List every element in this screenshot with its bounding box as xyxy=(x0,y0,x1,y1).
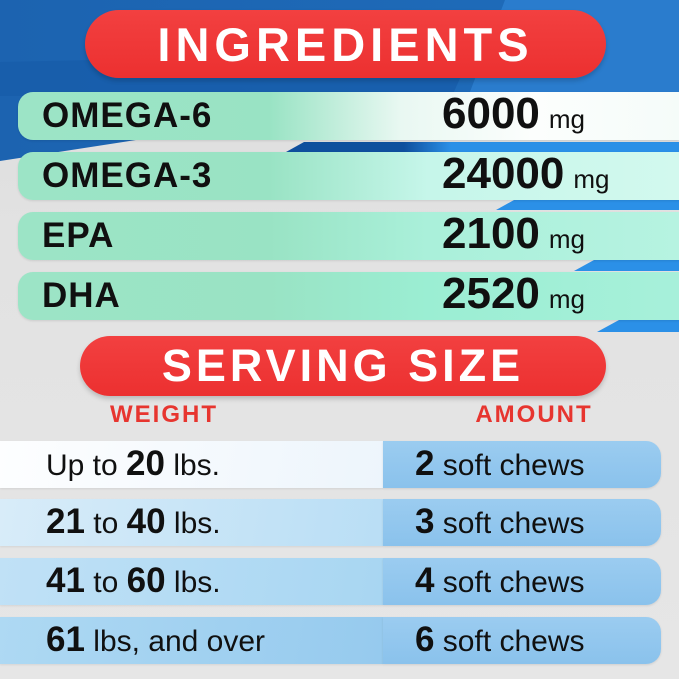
text-word: lbs. xyxy=(164,448,221,482)
serving-amount-cell: 3 soft chews xyxy=(383,499,661,546)
text-word: Up to xyxy=(46,448,127,482)
text-word: soft chews xyxy=(434,448,585,482)
ingredient-value: 2520 mg xyxy=(442,272,585,316)
accent-stripe-1 xyxy=(286,142,679,152)
text-number: 6 xyxy=(415,619,435,659)
serving-weight-text: 61 lbs, and over xyxy=(46,622,265,657)
text-word: soft chews xyxy=(434,565,585,599)
ingredient-unit: mg xyxy=(548,224,586,255)
serving-amount-text: 4 soft chews xyxy=(415,563,585,598)
ingredient-unit: mg xyxy=(548,284,586,315)
ingredients-banner: INGREDIENTS xyxy=(85,10,606,78)
ingredient-amount: 6000 xyxy=(442,89,540,139)
text-number: 40 xyxy=(126,501,166,541)
ingredient-row-epa: EPA 2100 mg xyxy=(18,212,679,260)
serving-amount-cell: 6 soft chews xyxy=(383,617,661,664)
serving-weight-cell: 41 to 60 lbs. xyxy=(0,558,383,605)
ingredient-unit: mg xyxy=(573,164,610,195)
text-word: to xyxy=(84,565,127,599)
ingredient-amount: 2520 xyxy=(442,269,540,319)
ingredient-value: 2100 mg xyxy=(442,212,585,256)
serving-weight-cell: Up to 20 lbs. xyxy=(0,441,383,488)
serving-size-banner: SERVING SIZE xyxy=(80,336,606,396)
serving-size-banner-label: SERVING SIZE xyxy=(161,340,525,391)
serving-amount-text: 6 soft chews xyxy=(415,622,585,657)
serving-row: 21 to 40 lbs. 3 soft chews xyxy=(0,499,661,546)
text-number: 20 xyxy=(126,443,165,483)
accent-stripe-3 xyxy=(574,260,679,271)
text-number: 2 xyxy=(415,443,435,483)
text-number: 4 xyxy=(415,560,435,600)
text-word: to xyxy=(84,506,127,540)
serving-amount-cell: 2 soft chews xyxy=(383,441,661,488)
ingredient-amount: 24000 xyxy=(442,149,565,199)
serving-weight-text: 21 to 40 lbs. xyxy=(46,504,221,539)
text-word: lbs, and over xyxy=(84,624,266,658)
serving-row: 61 lbs, and over 6 soft chews xyxy=(0,617,661,664)
accent-stripe-4 xyxy=(597,320,679,332)
text-number: 41 xyxy=(46,560,85,600)
ingredient-label: OMEGA-6 xyxy=(42,96,213,135)
text-number: 21 xyxy=(46,501,85,541)
serving-amount-cell: 4 soft chews xyxy=(383,558,661,605)
ingredient-row-dha: DHA 2520 mg xyxy=(18,272,679,320)
ingredient-amount: 2100 xyxy=(442,209,540,259)
text-word: lbs. xyxy=(165,506,221,540)
ingredient-row-omega3: OMEGA-3 24000 mg xyxy=(18,152,679,200)
text-word: soft chews xyxy=(434,506,585,540)
ingredient-value: 24000 mg xyxy=(442,152,609,196)
text-number: 60 xyxy=(126,560,166,600)
text-word: soft chews xyxy=(434,624,585,658)
weight-column-header: WEIGHT xyxy=(110,401,218,428)
text-number: 3 xyxy=(415,501,435,541)
accent-stripe-2 xyxy=(496,200,679,210)
ingredient-row-omega6: OMEGA-6 6000 mg xyxy=(18,92,679,140)
serving-amount-text: 2 soft chews xyxy=(415,446,585,481)
ingredient-label: EPA xyxy=(42,216,115,255)
text-number: 61 xyxy=(46,619,85,659)
serving-row: 41 to 60 lbs. 4 soft chews xyxy=(0,558,661,605)
serving-weight-text: Up to 20 lbs. xyxy=(46,446,220,481)
ingredient-unit: mg xyxy=(548,104,586,135)
ingredient-label: OMEGA-3 xyxy=(42,156,213,195)
serving-weight-text: 41 to 60 lbs. xyxy=(46,563,221,598)
serving-weight-cell: 21 to 40 lbs. xyxy=(0,499,383,546)
serving-amount-text: 3 soft chews xyxy=(415,504,585,539)
ingredients-banner-label: INGREDIENTS xyxy=(157,17,534,71)
text-word: lbs. xyxy=(165,565,221,599)
serving-weight-cell: 61 lbs, and over xyxy=(0,617,383,664)
serving-row: Up to 20 lbs. 2 soft chews xyxy=(0,441,661,488)
ingredient-label: DHA xyxy=(42,276,121,315)
amount-column-header: AMOUNT xyxy=(475,401,593,428)
ingredient-value: 6000 mg xyxy=(442,92,585,136)
